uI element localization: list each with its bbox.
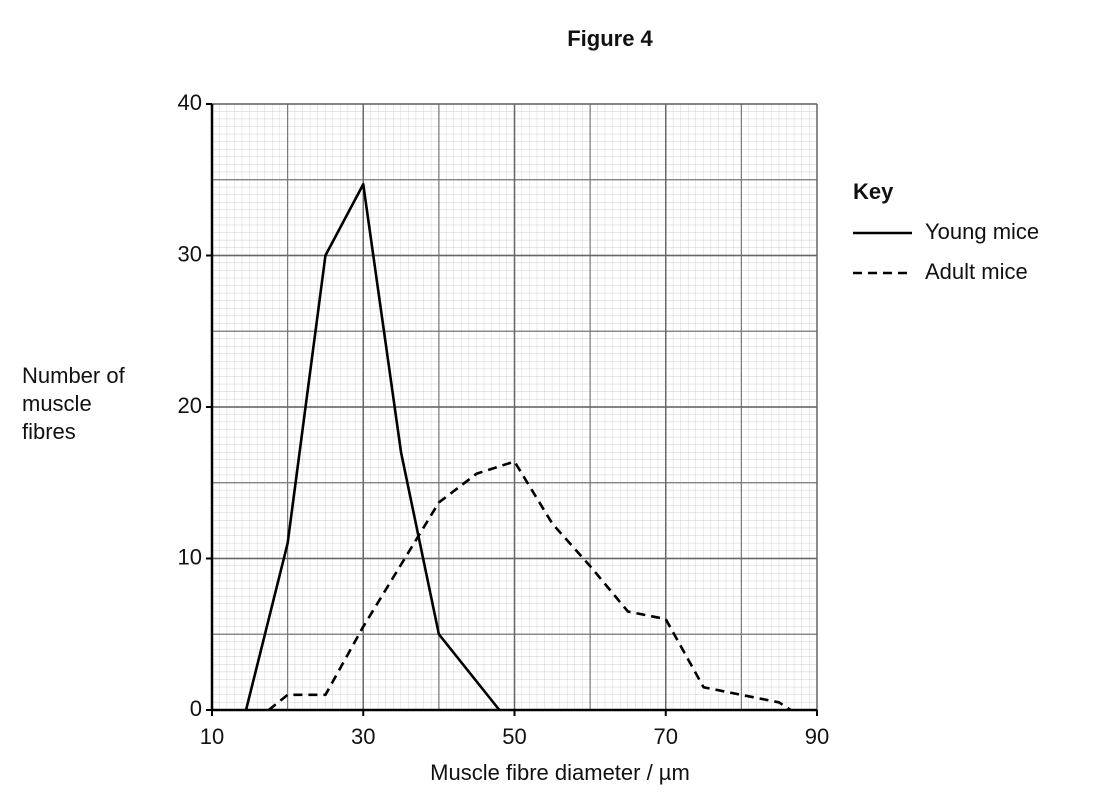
y-tick-label: 10 <box>178 544 202 569</box>
y-tick-label: 40 <box>178 90 202 115</box>
y-tick-label: 30 <box>178 241 202 266</box>
x-tick-label: 50 <box>502 724 526 749</box>
x-tick-label: 90 <box>805 724 829 749</box>
x-tick-label: 10 <box>200 724 224 749</box>
y-axis-label: Number of muscle fibres <box>22 363 125 444</box>
series-line <box>244 182 501 711</box>
y-tick-label: 20 <box>178 393 202 418</box>
y-tick-label: 0 <box>190 696 202 721</box>
x-tick-label: 30 <box>351 724 375 749</box>
legend-title: Key <box>853 179 894 204</box>
plot <box>244 182 792 712</box>
chart-title: Figure 4 <box>567 26 653 51</box>
x-axis-label: Muscle fibre diameter / µm <box>430 760 690 785</box>
legend-label: Adult mice <box>925 259 1028 284</box>
x-tick-label: 70 <box>654 724 678 749</box>
legend-label: Young mice <box>925 219 1039 244</box>
grid <box>211 103 818 711</box>
